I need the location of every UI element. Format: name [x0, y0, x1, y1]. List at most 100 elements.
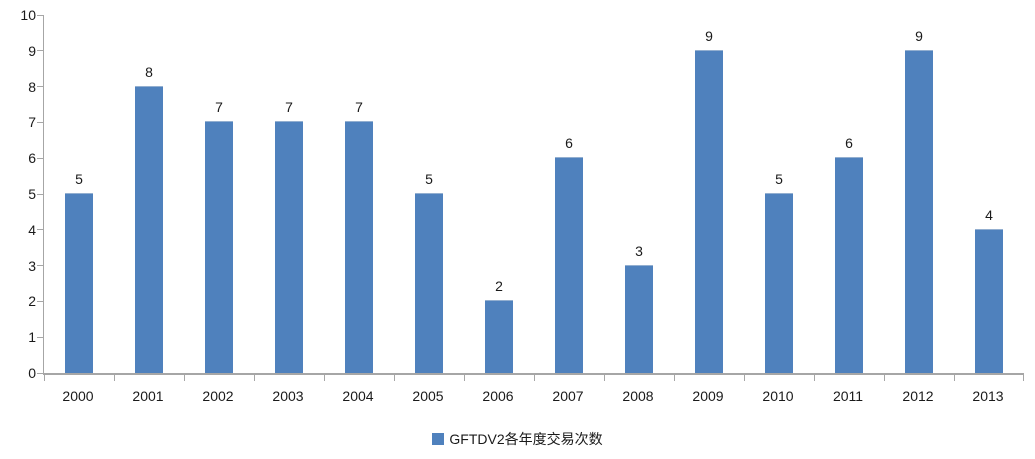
y-tick-mark: [37, 300, 43, 302]
bar-slot: 6: [814, 15, 884, 373]
x-tick-label: 2009: [692, 388, 724, 404]
x-tick-mark: [604, 375, 605, 381]
bar-2010: [765, 193, 793, 373]
x-tick-label: 2003: [272, 388, 304, 404]
x-tick-mark: [44, 375, 45, 381]
y-tick-mark: [37, 50, 43, 52]
x-tick-label: 2008: [622, 388, 654, 404]
bar-2012: [905, 49, 933, 373]
bar-2004: [345, 121, 373, 373]
x-axis-labels: 2000 2001 2002 2003 2004 2005 2006 2007 2008 2009…: [43, 388, 1023, 407]
bar-2001: [135, 85, 163, 373]
bar-slot: 5: [394, 15, 464, 373]
x-tick-mark: [464, 375, 465, 381]
x-tick-label: 2011: [832, 388, 864, 404]
x-tick-mark: [744, 375, 745, 381]
x-tick-mark: [324, 375, 325, 381]
bar-value-label: 5: [775, 171, 783, 187]
y-tick-label: 9: [28, 42, 36, 59]
x-tick-label: 2004: [342, 388, 374, 404]
bar-value-label: 8: [145, 63, 153, 80]
bar-value-label: 6: [845, 135, 853, 152]
legend-swatch-icon: [432, 433, 445, 445]
bar-slot: 9: [884, 15, 954, 373]
y-tick-mark: [37, 86, 43, 88]
bar-slot: 8: [114, 15, 184, 373]
bar-slot: 2: [464, 15, 534, 373]
bar-2011: [835, 157, 863, 373]
y-tick-label: 7: [28, 114, 36, 131]
y-tick-label: 2: [28, 293, 36, 310]
bar-2002: [205, 121, 233, 373]
y-tick-mark: [37, 14, 43, 16]
x-tick-mark: [534, 375, 535, 381]
bar-value-label: 7: [215, 99, 223, 116]
bar-2003: [275, 121, 303, 373]
bar-value-label: 9: [915, 27, 923, 44]
bar-value-label: 2: [495, 278, 503, 295]
y-tick-mark: [37, 372, 43, 374]
y-tick-label: 0: [28, 365, 36, 381]
y-tick-mark: [37, 336, 43, 338]
bar-value-label: 5: [75, 171, 83, 187]
bar-slot: 3: [604, 15, 674, 373]
x-tick-label: 2010: [762, 388, 794, 404]
x-tick-label: 2002: [202, 388, 234, 404]
bar-value-label: 7: [285, 99, 293, 116]
y-tick-label: 6: [28, 150, 36, 167]
bar-value-label: 6: [565, 135, 573, 152]
y-tick-mark: [37, 121, 43, 123]
bar-value-label: 4: [985, 206, 993, 223]
bar-slot: 5: [744, 15, 814, 373]
x-tick-mark: [814, 375, 815, 381]
bar-2008: [625, 264, 653, 373]
bar-slot: 6: [534, 15, 604, 373]
y-tick-label: 1: [28, 329, 36, 346]
x-tick-mark: [1023, 375, 1024, 381]
x-tick-label: 2013: [972, 388, 1004, 404]
legend-label: GFTDV2各年度交易次数: [449, 431, 603, 447]
x-tick-label: 2000: [62, 388, 94, 404]
legend: GFTDV2各年度交易次数: [0, 430, 1035, 448]
x-tick-label: 2012: [902, 388, 934, 404]
bar-2005: [415, 193, 443, 373]
x-tick-mark: [674, 375, 675, 381]
y-tick-mark: [37, 229, 43, 231]
bar-2000: [65, 193, 93, 373]
x-tick-mark: [254, 375, 255, 381]
y-tick-label: 8: [28, 78, 36, 95]
bar-2009: [695, 49, 723, 373]
bar-slot: 7: [324, 15, 394, 373]
bar-slot: 7: [254, 15, 324, 373]
plot-area: 5 8 7 7 7 5 2 6 3 9 5 6 9 4: [37, 14, 1024, 381]
x-tick-label: 2007: [552, 388, 584, 404]
bar-slot: 4: [954, 15, 1024, 373]
x-tick-mark: [184, 375, 185, 381]
y-axis-labels: 0 1 2 3 4 5 6 7 8 9 10: [0, 8, 36, 380]
y-tick-label: 5: [28, 186, 36, 202]
bar-slot: 7: [184, 15, 254, 373]
bar-value-label: 9: [705, 27, 713, 44]
y-tick-mark: [37, 157, 43, 159]
y-tick-label: 10: [20, 7, 36, 23]
bar-2013: [975, 228, 1003, 373]
y-tick-mark: [37, 193, 43, 195]
x-tick-label: 2005: [412, 388, 444, 404]
bar-value-label: 5: [425, 171, 433, 187]
x-tick-mark: [114, 375, 115, 381]
y-tick-label: 4: [28, 221, 36, 238]
x-tick-mark: [394, 375, 395, 381]
bar-slot: 5: [44, 15, 114, 373]
bar-2007: [555, 157, 583, 373]
x-tick-mark: [954, 375, 955, 381]
bar-slot: 9: [674, 15, 744, 373]
x-tick-label: 2006: [482, 388, 514, 404]
x-tick-label: 2001: [132, 388, 164, 404]
x-tick-mark: [884, 375, 885, 381]
y-tick-mark: [37, 265, 43, 267]
bar-value-label: 7: [355, 99, 363, 116]
y-tick-label: 3: [28, 257, 36, 274]
bar-value-label: 3: [635, 242, 643, 259]
bar-2006: [485, 300, 513, 373]
